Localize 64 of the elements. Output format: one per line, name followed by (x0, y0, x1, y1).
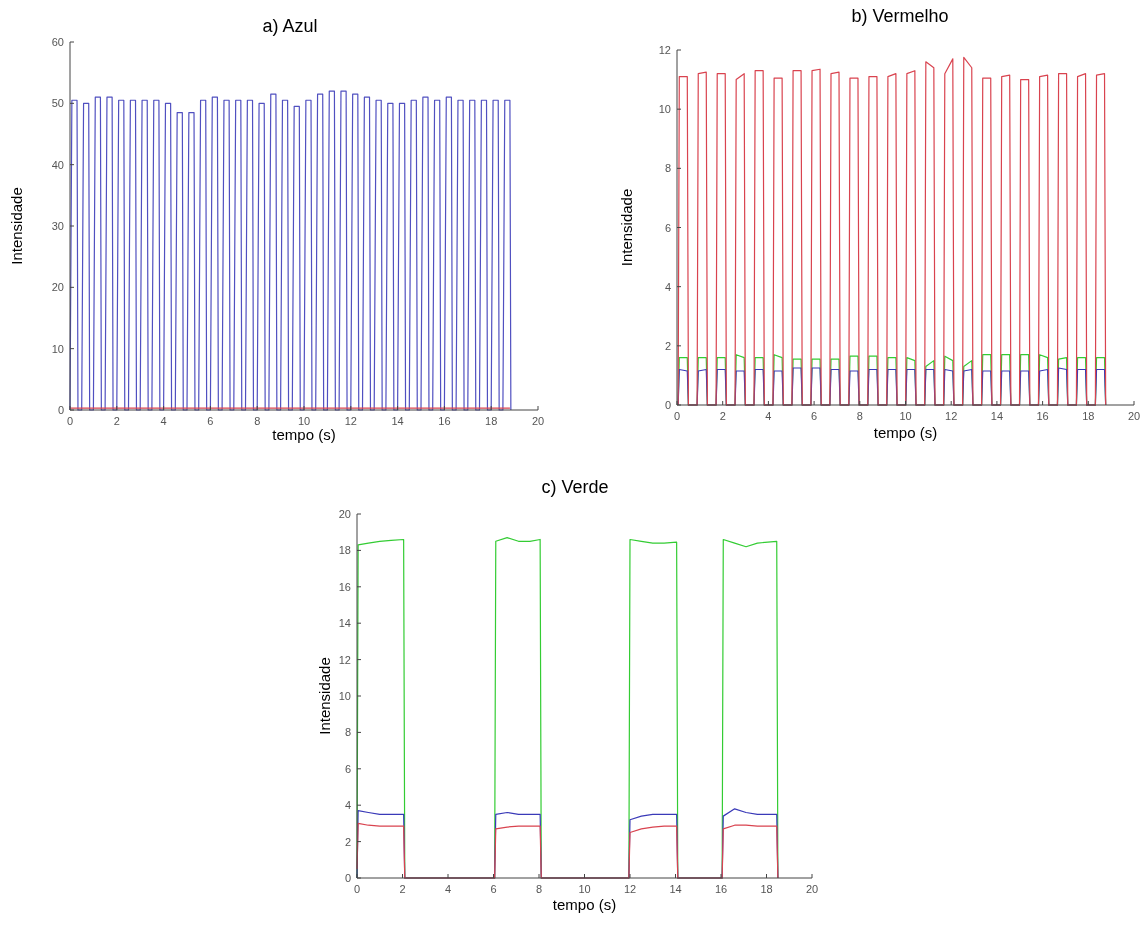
x-axis-title: tempo (s) (552, 896, 617, 913)
y-tick-label: 12 (658, 44, 671, 56)
x-tick-label: 2 (113, 415, 120, 427)
x-tick-label: 8 (535, 883, 543, 895)
chart-title: a) Azul (262, 16, 318, 36)
y-tick-label: 2 (344, 835, 351, 848)
y-axis-title: Intensidade (618, 188, 635, 267)
x-tick-label: 6 (490, 883, 497, 895)
y-axis-title: Intensidade (316, 657, 333, 735)
y-tick-label: 6 (664, 221, 671, 234)
x-tick-label: 18 (1082, 410, 1095, 422)
y-tick-label: 50 (51, 97, 64, 110)
y-tick-label: 0 (344, 872, 351, 884)
x-axis-title: tempo (s) (873, 424, 938, 441)
x-tick-label: 18 (485, 415, 498, 427)
x-tick-label: 20 (531, 415, 545, 427)
x-tick-label: 10 (297, 415, 311, 427)
x-tick-label: 0 (673, 410, 681, 422)
y-tick-label: 14 (338, 617, 351, 630)
y-tick-label: 12 (338, 653, 351, 666)
chart-title: c) Verde (541, 477, 609, 497)
y-tick-label: 4 (344, 799, 351, 812)
x-tick-label: 0 (353, 883, 361, 895)
x-tick-label: 4 (765, 410, 772, 422)
x-tick-label: 6 (811, 410, 818, 422)
y-tick-label: 40 (51, 158, 64, 171)
y-tick-label: 20 (338, 508, 351, 520)
x-tick-label: 16 (438, 415, 451, 427)
y-tick-label: 10 (51, 342, 64, 355)
x-tick-label: 8 (254, 415, 261, 427)
x-tick-label: 20 (805, 883, 819, 895)
x-tick-label: 20 (1127, 410, 1141, 422)
x-tick-label: 18 (760, 883, 773, 895)
y-tick-label: 4 (664, 280, 671, 293)
y-tick-label: 10 (338, 690, 351, 702)
y-axis-title: Intensidade (8, 187, 25, 265)
y-tick-label: 20 (51, 281, 64, 294)
x-tick-label: 10 (899, 410, 912, 422)
x-tick-label: 16 (1036, 410, 1049, 422)
x-tick-label: 8 (856, 410, 863, 422)
y-tick-label: 6 (344, 762, 351, 775)
x-axis-title: tempo (s) (272, 426, 336, 443)
y-tick-label: 18 (338, 544, 351, 557)
y-tick-label: 0 (664, 399, 671, 411)
y-tick-label: 10 (658, 103, 671, 116)
chart-title: b) Vermelho (851, 6, 949, 26)
x-tick-label: 2 (399, 883, 406, 895)
x-tick-label: 14 (990, 410, 1004, 422)
x-tick-label: 4 (444, 883, 452, 895)
x-tick-label: 4 (160, 415, 167, 427)
x-tick-label: 16 (714, 883, 728, 895)
x-tick-label: 14 (391, 415, 404, 427)
y-tick-label: 8 (344, 726, 351, 739)
y-tick-label: 8 (664, 162, 671, 175)
y-tick-label: 16 (338, 580, 351, 593)
x-tick-label: 12 (623, 883, 637, 895)
x-tick-label: 6 (207, 415, 214, 427)
y-tick-label: 30 (51, 220, 64, 232)
x-tick-label: 10 (578, 883, 591, 895)
x-tick-label: 0 (66, 415, 74, 427)
y-tick-label: 60 (51, 36, 64, 48)
x-tick-label: 2 (719, 410, 726, 422)
y-tick-label: 2 (664, 339, 671, 352)
x-tick-label: 12 (945, 410, 958, 422)
